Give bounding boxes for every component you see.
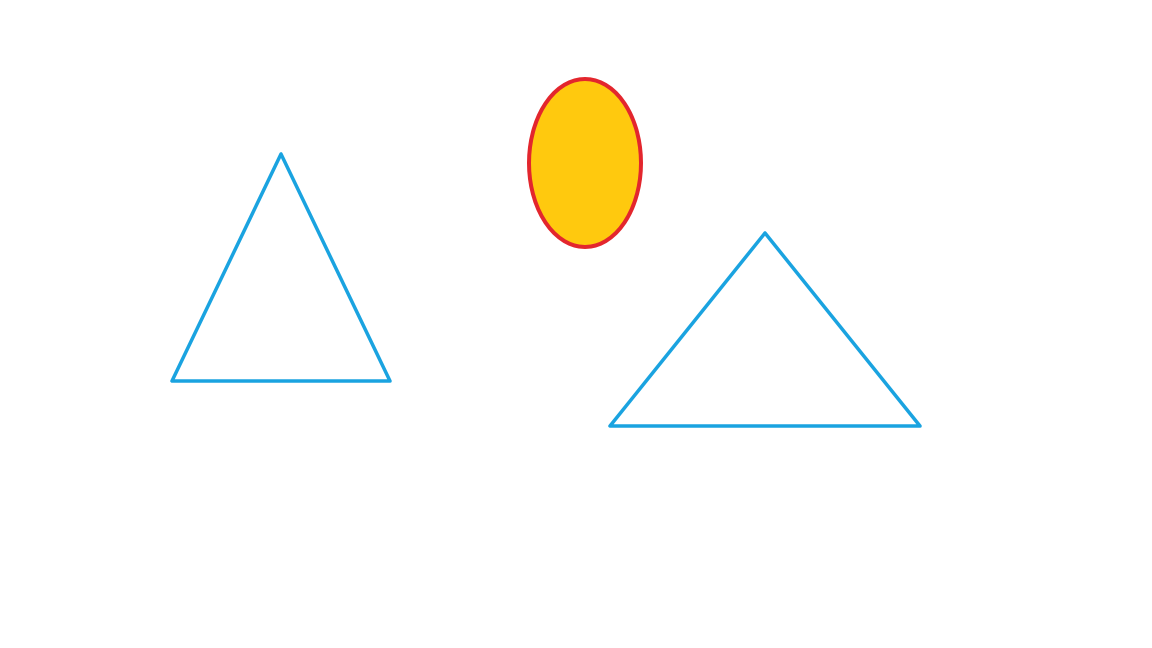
- left-triangle: [170, 152, 392, 383]
- yellow-ellipse: [527, 77, 643, 249]
- right-triangle: [608, 231, 922, 428]
